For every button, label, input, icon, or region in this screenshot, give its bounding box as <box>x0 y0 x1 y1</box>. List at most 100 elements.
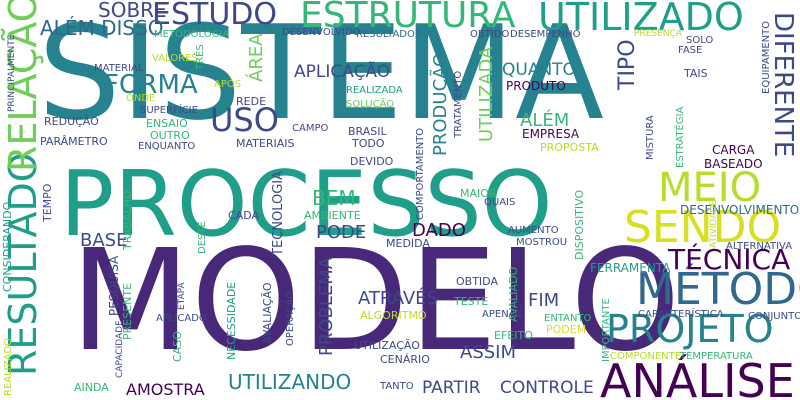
word-utilizado: UTILIZADO <box>538 0 744 39</box>
word-utilizacao: UTILIZAÇÃO <box>354 339 420 352</box>
word-processo: PROCESSO <box>60 152 553 257</box>
word-medida: MEDIDA <box>386 237 430 250</box>
word-modelo: MODELO <box>70 220 681 383</box>
word-utilizando: UTILIZANDO <box>228 370 352 394</box>
word-carga: CARGA <box>712 143 755 157</box>
word-estrategia: ESTRATÉGIA <box>675 106 686 168</box>
word-forma: FORMA <box>104 70 198 100</box>
word-tipo: TIPO <box>615 39 640 90</box>
word-parametro: PARÂMETRO <box>40 135 108 148</box>
word-considerando: CONSIDERANDO <box>1 201 14 292</box>
word-operacao: OPERAÇÃO <box>285 291 296 346</box>
word-sendo: SENDO <box>624 202 782 253</box>
word-pode: PODE <box>316 222 367 243</box>
word-aplicado: APLICADO <box>156 313 207 324</box>
word-pesquisa: PESQUISA <box>107 255 121 316</box>
word-entanto: ENTANTO <box>544 313 592 324</box>
word-atividade: ATIVIDADE <box>709 200 719 248</box>
word-desempenho: DESEMPENHO <box>510 29 581 40</box>
word-cada: CADA <box>228 209 260 222</box>
word-ensaio: ENSAIO <box>146 117 188 130</box>
word-equipamento: EQUIPAMENTO <box>761 20 772 94</box>
word-mostrou: MOSTROU <box>516 237 568 248</box>
word-baseado: BASEADO <box>704 157 763 171</box>
word-todo: TODO <box>352 137 385 150</box>
word-produto: PRODUTO <box>506 79 566 93</box>
word-partir: PARTIR <box>422 378 481 398</box>
word-superficie: SUPERFÍCIE <box>140 105 198 116</box>
word-solucao: SOLUÇÃO <box>346 99 395 110</box>
word-dispositivo: DISPOSITIVO <box>573 189 586 260</box>
word-materiais: MATERIAIS <box>236 137 295 150</box>
word-podem: PODEM <box>546 323 587 336</box>
word-mistura: MISTURA <box>645 115 656 160</box>
word-apos: APÓS <box>214 79 242 90</box>
word-campo: CAMPO <box>292 123 329 134</box>
word-ambiente: AMBIENTE <box>304 209 361 222</box>
word-brasil: BRASIL <box>348 125 387 138</box>
word-fim: FIM <box>528 290 560 311</box>
word-proposta: PROPOSTA <box>540 141 599 154</box>
word-sobre: SOBRE <box>98 0 167 22</box>
word-utilizada: UTILIZADA <box>476 46 497 142</box>
word-empresa: EMPRESA <box>522 127 580 141</box>
word-aplicacao: APLICAÇÃO <box>294 62 391 82</box>
word-enquanto: ENQUANTO <box>138 141 196 152</box>
word-alternativa: ALTERNATIVA <box>726 241 793 252</box>
word-diferente: DIFERENTE <box>768 12 798 158</box>
word-amostra: AMOSTRA <box>126 380 205 399</box>
word-teste: TESTE <box>454 295 489 308</box>
word-obtida: OBTIDA <box>456 275 498 288</box>
word-sistema: SISTEMA <box>38 0 605 149</box>
word-fase: FASE <box>678 45 703 56</box>
word-tempo: TEMPO <box>41 183 54 222</box>
word-tanto: TANTO <box>380 381 414 392</box>
word-obtido: OBTIDO <box>470 29 510 40</box>
word-area: ÁREA <box>246 33 267 82</box>
word-tais: TAIS <box>684 67 708 80</box>
word-outro: OUTRO <box>150 129 190 142</box>
word-realizada: REALIZADA <box>346 85 403 96</box>
word-alem: ALÉM <box>520 110 570 131</box>
word-quanto: QUANTO <box>502 60 576 80</box>
word-projeto: PROJETO <box>606 307 774 351</box>
word-realizado: REALIZADO <box>3 338 14 396</box>
word-estudo: ESTUDO <box>152 0 277 32</box>
word-tratamento: TRATAMENTO <box>453 70 464 138</box>
word-temperatura: TEMPERATURA <box>680 351 753 362</box>
word-aumento: AUMENTO <box>508 225 559 236</box>
word-desenvolvido: DESENVOLVIDO <box>282 27 361 38</box>
word-controle: CONTROLE <box>500 378 594 398</box>
word-devido: DEVIDO <box>350 155 394 168</box>
word-meio: MEIO <box>658 165 762 211</box>
word-tecnica: TÉCNICA <box>668 243 791 276</box>
word-estrutura: ESTRUTURA <box>300 0 516 36</box>
word-presenca: PRESENÇA <box>634 29 682 39</box>
word-rede: REDE <box>236 95 267 108</box>
word-trabalho: TRABALHO <box>121 190 134 250</box>
word-principalmente: PRINCIPALMENTE <box>7 34 17 112</box>
word-resultados: RESULTADOS <box>356 29 422 40</box>
word-onde: ONDE <box>126 93 156 104</box>
word-material: MATERIAL <box>94 63 144 74</box>
word-reducao: REDUÇÃO <box>44 115 99 128</box>
word-dado: DADO <box>412 220 466 241</box>
word-uso: USO <box>210 101 279 139</box>
word-desenvolvimento: DESENVOLVIMENTO <box>680 203 800 217</box>
word-deste: DESTE <box>197 221 208 254</box>
word-capacidade: CAPACIDADE <box>115 320 125 378</box>
word-problema: PROBLEMA <box>316 256 337 356</box>
word-maior: MAIOR <box>460 187 497 200</box>
word-apenas: APENAS <box>482 309 522 320</box>
word-base: BASE <box>80 230 128 251</box>
word-caso: CASO <box>171 331 184 362</box>
word-metodo: MÉTODO <box>636 264 800 315</box>
word-quais: QUAIS <box>484 197 516 208</box>
word-tres: TRÊS <box>195 44 206 70</box>
word-cenario: CENÁRIO <box>380 353 430 366</box>
word-caracteristica: CARACTERÍSTICA <box>638 309 724 320</box>
word-componente: COMPONENTE <box>610 351 682 362</box>
word-analise: ANÁLISE <box>600 354 795 400</box>
word-necessidade: NECESSIDADE <box>225 281 238 360</box>
word-etapa: ETAPA <box>177 282 187 310</box>
